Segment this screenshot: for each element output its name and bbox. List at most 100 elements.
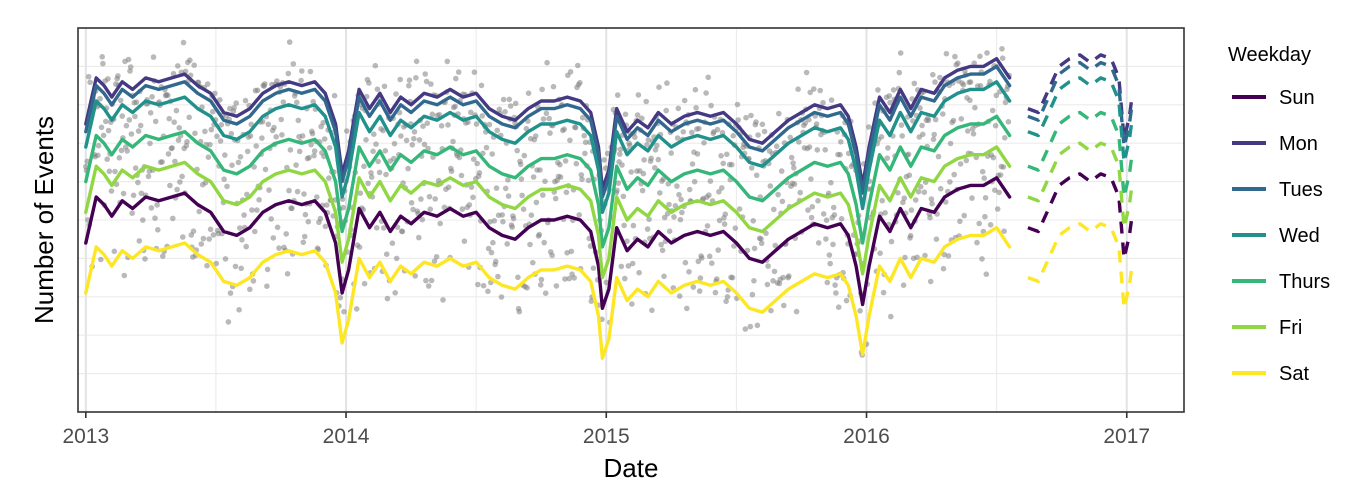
observation-point	[147, 140, 153, 147]
observation-point	[222, 152, 228, 158]
observation-point	[982, 195, 989, 201]
observation-point	[720, 160, 726, 167]
observation-point	[579, 176, 585, 183]
observation-point	[649, 307, 655, 314]
observation-point	[300, 239, 307, 246]
observation-point	[882, 210, 888, 216]
observation-point	[795, 86, 801, 92]
observation-point	[622, 111, 629, 118]
observation-point	[695, 258, 702, 265]
observation-point	[363, 137, 369, 143]
observation-point	[450, 138, 456, 145]
legend-label-thurs: Thurs	[1279, 271, 1330, 293]
observation-point	[835, 304, 842, 311]
observation-point	[509, 224, 515, 230]
observation-point	[100, 132, 107, 139]
observation-point	[899, 133, 905, 139]
observation-point	[126, 117, 133, 123]
observation-point	[581, 132, 587, 139]
observation-point	[734, 101, 741, 108]
observation-point	[264, 283, 270, 290]
observation-point	[967, 79, 974, 85]
observation-point	[947, 140, 954, 147]
observation-point	[704, 223, 711, 229]
observation-point	[714, 276, 720, 282]
observation-point	[428, 277, 435, 284]
observation-point	[515, 274, 521, 281]
observation-point	[365, 180, 371, 187]
observation-point	[644, 142, 650, 148]
observation-point	[253, 143, 259, 149]
observation-point	[656, 84, 662, 90]
observation-point	[987, 222, 994, 228]
observation-point	[118, 147, 125, 154]
observation-point	[204, 262, 210, 269]
observation-point	[87, 79, 93, 86]
observation-point	[838, 139, 844, 145]
observation-point	[433, 253, 440, 260]
observation-point	[518, 176, 525, 182]
observation-point	[686, 186, 693, 193]
observation-point	[917, 183, 924, 190]
observation-point	[249, 207, 255, 213]
observation-point	[130, 192, 137, 199]
observation-point	[696, 125, 702, 132]
observation-point	[98, 256, 104, 263]
observation-point	[681, 97, 688, 104]
observation-point	[448, 168, 455, 174]
observation-point	[693, 105, 699, 111]
observation-point	[806, 144, 813, 150]
observation-point	[480, 282, 487, 289]
observation-point	[643, 98, 649, 105]
observation-point	[290, 61, 297, 67]
observation-point	[582, 139, 589, 146]
observation-point	[922, 252, 928, 259]
series-line-sat	[84, 226, 1012, 360]
observation-point	[575, 62, 581, 69]
observation-point	[619, 162, 625, 168]
observation-point	[111, 248, 118, 255]
observation-point	[309, 130, 316, 137]
observation-point	[227, 290, 234, 296]
observation-point	[837, 151, 843, 158]
observation-point	[896, 69, 903, 76]
observation-point	[976, 220, 982, 227]
observation-point	[996, 189, 1002, 196]
observation-point	[539, 86, 545, 93]
observation-point	[254, 207, 260, 213]
observation-point	[732, 225, 739, 231]
observation-point	[137, 122, 144, 129]
observation-point	[368, 170, 374, 176]
observation-point	[831, 212, 838, 218]
observation-point	[879, 197, 885, 204]
observation-point	[468, 109, 474, 116]
observation-point	[971, 60, 977, 66]
observation-point	[370, 148, 376, 155]
observation-point	[235, 159, 242, 166]
observation-point	[679, 209, 685, 216]
observation-point	[461, 238, 468, 244]
observation-point	[652, 165, 658, 171]
observation-point	[802, 120, 808, 126]
observation-point	[715, 247, 721, 253]
observation-point	[945, 253, 952, 259]
observation-point	[615, 180, 622, 186]
observation-point	[254, 87, 261, 94]
observation-point	[410, 206, 416, 213]
observation-point	[510, 215, 517, 222]
observation-point	[901, 195, 908, 201]
observation-point	[438, 123, 445, 129]
observation-point	[940, 265, 947, 272]
observation-point	[654, 142, 660, 149]
observation-point	[494, 127, 501, 134]
observation-point	[943, 50, 950, 57]
observation-point	[170, 215, 176, 222]
observation-point	[917, 105, 923, 111]
observation-point	[366, 80, 372, 86]
observation-point	[992, 187, 998, 193]
observation-point	[532, 133, 539, 139]
observation-point	[500, 96, 507, 103]
observation-point	[677, 216, 684, 223]
observation-point	[664, 80, 670, 86]
observation-point	[301, 191, 307, 197]
